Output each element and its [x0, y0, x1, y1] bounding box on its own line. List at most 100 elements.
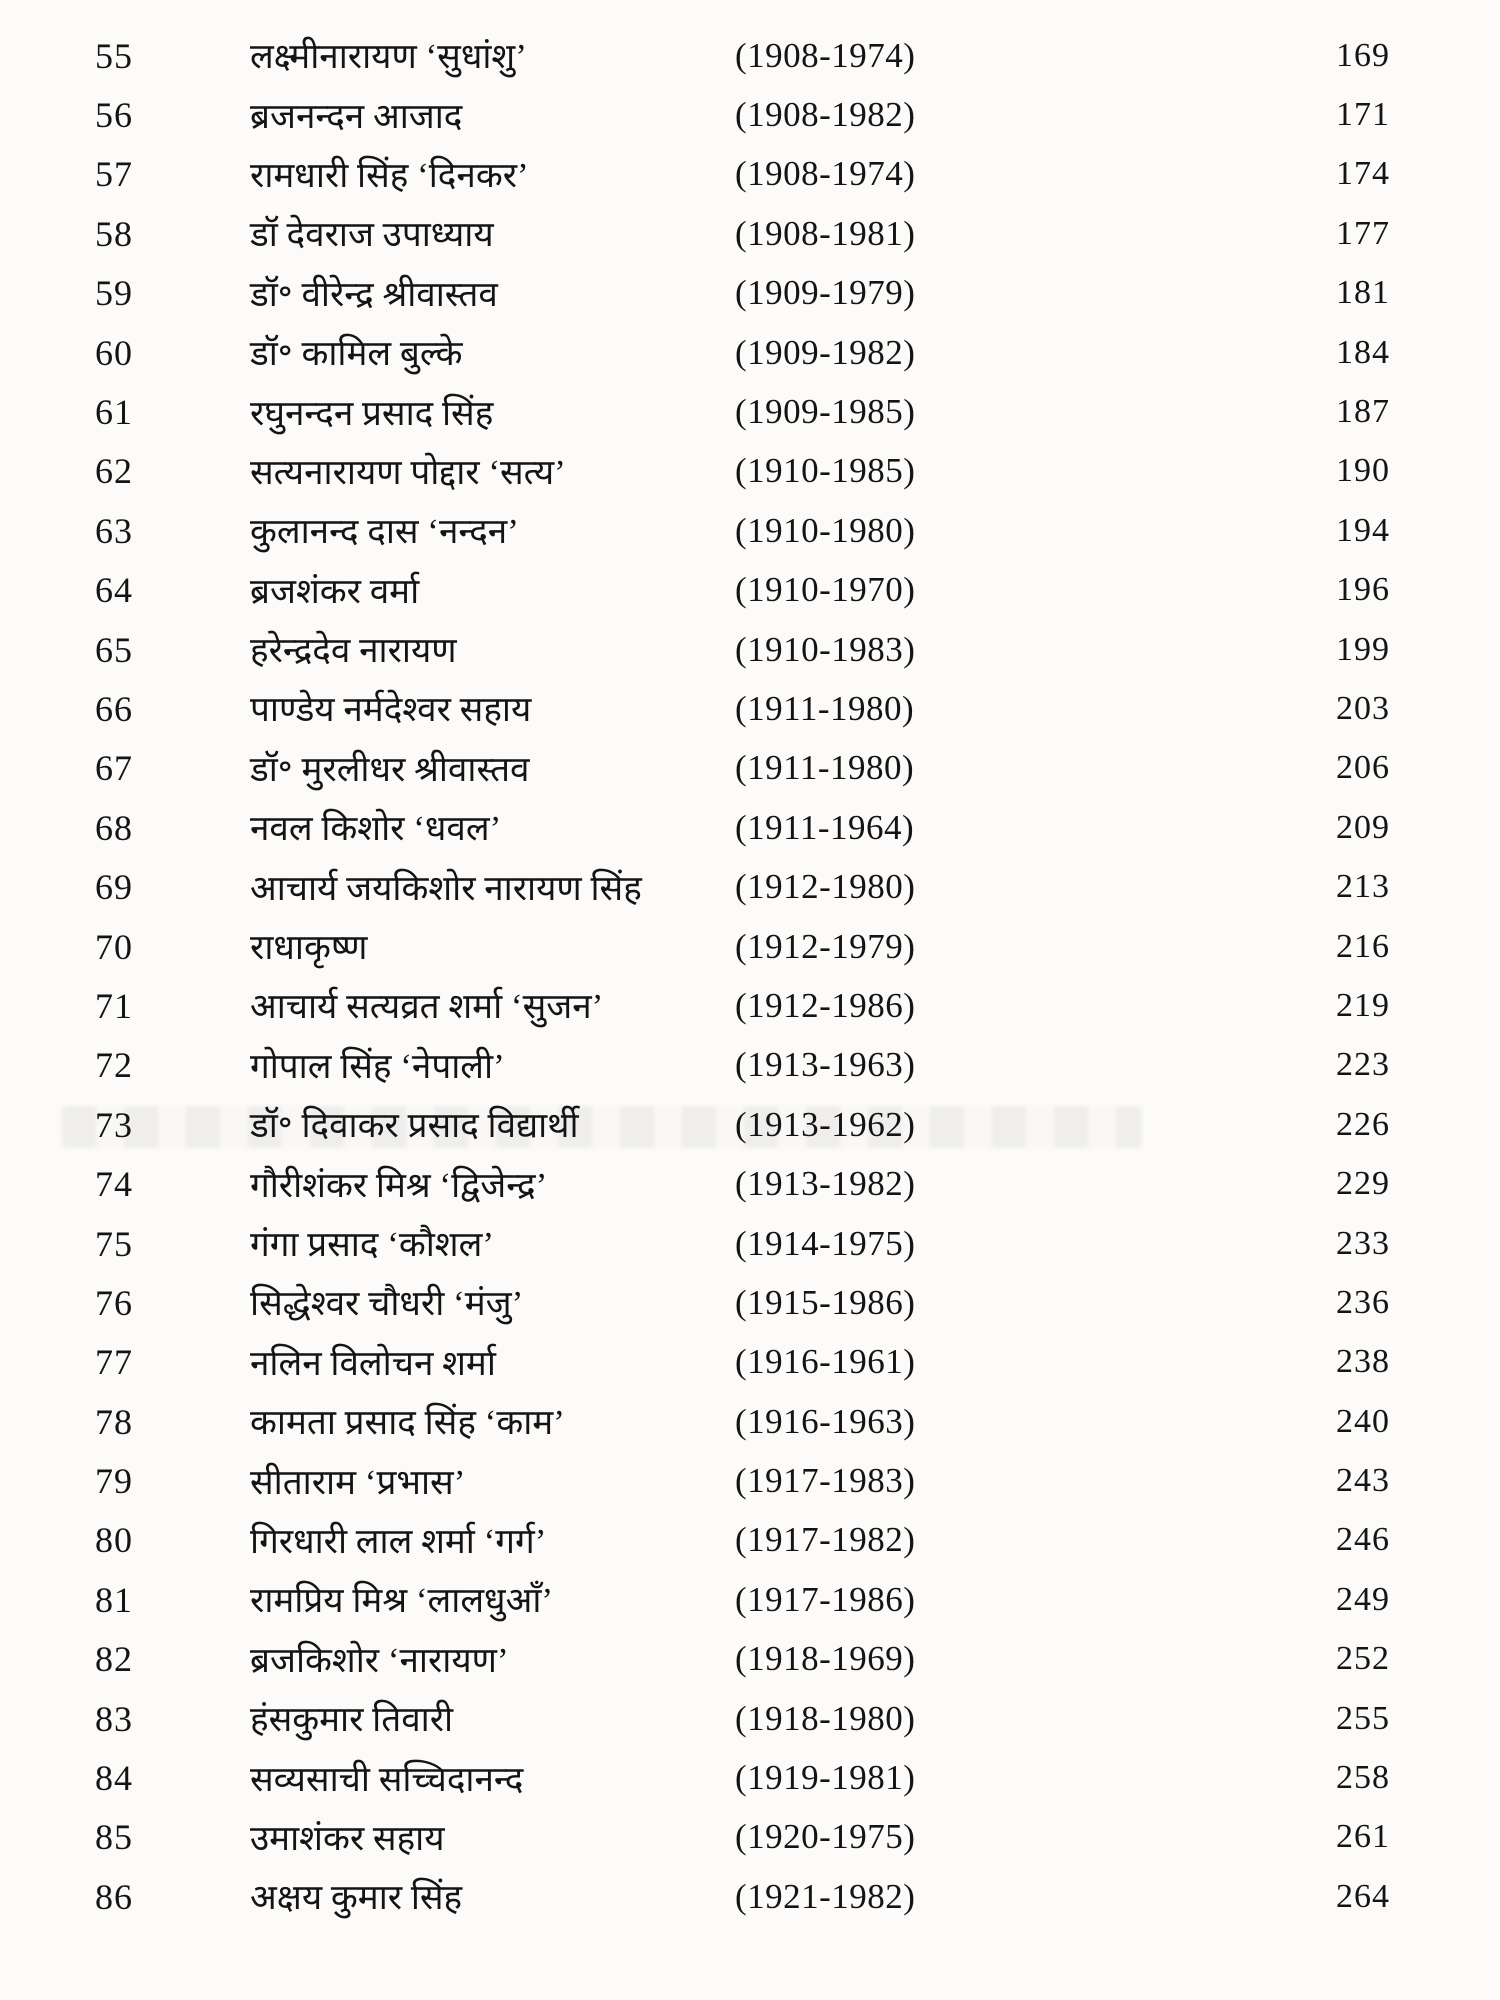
entry-number: 74: [95, 1164, 133, 1205]
entry-number: 85: [95, 1817, 133, 1858]
toc-row: 58 डॉ देवराज उपाध्याय (1908-1981) 177: [0, 204, 1500, 263]
entry-page-number: 223: [1336, 1046, 1390, 1084]
entry-lifespan: (1910-1980): [735, 510, 916, 550]
entry-page-number: 174: [1336, 155, 1390, 193]
entry-number: 56: [95, 95, 133, 136]
entry-page-number: 190: [1336, 452, 1390, 490]
toc-row: 76 सिद्धेश्वर चौधरी ‘मंजु’ (1915-1986) 2…: [0, 1273, 1500, 1332]
entry-lifespan: (1913-1962): [735, 1104, 916, 1144]
toc-row: 63 कुलानन्द दास ‘नन्दन’ (1910-1980) 194: [0, 501, 1500, 560]
entry-lifespan: (1920-1975): [735, 1817, 916, 1857]
toc-row: 60 डॉ॰ कामिल बुल्के (1909-1982) 184: [0, 323, 1500, 382]
entry-page-number: 236: [1336, 1283, 1390, 1321]
toc-row: 80 गिरधारी लाल शर्मा ‘गर्ग’ (1917-1982) …: [0, 1511, 1500, 1570]
toc-row: 62 सत्यनारायण पोद्दार ‘सत्य’ (1910-1985)…: [0, 442, 1500, 501]
entry-number: 84: [95, 1758, 133, 1799]
entry-author-name: हरेन्द्रदेव नारायण: [250, 631, 457, 671]
entry-lifespan: (1915-1986): [735, 1282, 916, 1322]
entry-number: 81: [95, 1579, 133, 1620]
entry-number: 80: [95, 1520, 133, 1561]
toc-row: 64 ब्रजशंकर वर्मा (1910-1970) 196: [0, 561, 1500, 620]
entry-author-name: रघुनन्दन प्रसाद सिंह: [250, 393, 494, 433]
toc-row: 73 डॉ॰ दिवाकर प्रसाद विद्यार्थी (1913-19…: [0, 1095, 1500, 1154]
entry-page-number: 246: [1336, 1521, 1390, 1559]
toc-row: 59 डॉ॰ वीरेन्द्र श्रीवास्तव (1909-1979) …: [0, 264, 1500, 323]
entry-page-number: 252: [1336, 1640, 1390, 1678]
entry-number: 59: [95, 273, 133, 314]
entry-page-number: 243: [1336, 1462, 1390, 1500]
entry-author-name: ब्रजनन्दन आजाद: [250, 96, 463, 136]
entry-lifespan: (1911-1980): [735, 748, 915, 788]
entry-number: 73: [95, 1104, 133, 1145]
entry-page-number: 216: [1336, 927, 1390, 965]
entry-lifespan: (1912-1979): [735, 926, 916, 966]
entry-lifespan: (1921-1982): [735, 1876, 916, 1916]
entry-number: 64: [95, 570, 133, 611]
toc-row: 78 कामता प्रसाद सिंह ‘काम’ (1916-1963) 2…: [0, 1392, 1500, 1451]
entry-page-number: 258: [1336, 1759, 1390, 1797]
entry-author-name: रामप्रिय मिश्र ‘लालधुआँ’: [250, 1581, 553, 1621]
entry-author-name: सीताराम ‘प्रभास’: [250, 1462, 466, 1502]
toc-row: 70 राधाकृष्ण (1912-1979) 216: [0, 917, 1500, 976]
entry-author-name: गंगा प्रसाद ‘कौशल’: [250, 1225, 494, 1264]
entry-lifespan: (1910-1970): [735, 570, 916, 610]
entry-page-number: 196: [1336, 571, 1390, 609]
entry-number: 78: [95, 1401, 133, 1442]
entry-lifespan: (1917-1982): [735, 1520, 916, 1560]
entry-number: 82: [95, 1639, 133, 1680]
entry-page-number: 229: [1336, 1165, 1390, 1203]
entry-author-name: ब्रजशंकर वर्मा: [250, 571, 420, 611]
entry-number: 61: [95, 392, 133, 433]
entry-page-number: 177: [1336, 214, 1390, 252]
entry-number: 75: [95, 1223, 133, 1264]
entry-author-name: डॉ॰ दिवाकर प्रसाद विद्यार्थी: [250, 1106, 579, 1146]
entry-author-name: आचार्य सत्यव्रत शर्मा ‘सुजन’: [250, 987, 604, 1027]
toc-row: 81 रामप्रिय मिश्र ‘लालधुआँ’ (1917-1986) …: [0, 1570, 1500, 1629]
entry-number: 55: [95, 35, 133, 76]
entry-page-number: 199: [1336, 630, 1390, 668]
toc-row: 86 अक्षय कुमार सिंह (1921-1982) 264: [0, 1867, 1500, 1926]
entry-author-name: कुलानन्द दास ‘नन्दन’: [250, 512, 519, 552]
entry-number: 70: [95, 926, 133, 967]
entry-number: 79: [95, 1461, 133, 1502]
entry-page-number: 169: [1336, 36, 1390, 74]
toc-row: 56 ब्रजनन्दन आजाद (1908-1982) 171: [0, 85, 1500, 144]
entry-author-name: आचार्य जयकिशोर नारायण सिंह: [250, 868, 642, 908]
entry-lifespan: (1908-1974): [735, 35, 916, 75]
toc-row: 79 सीताराम ‘प्रभास’ (1917-1983) 243: [0, 1451, 1500, 1510]
toc-row: 61 रघुनन्दन प्रसाद सिंह (1909-1985) 187: [0, 382, 1500, 441]
entry-lifespan: (1913-1963): [735, 1045, 916, 1085]
entry-page-number: 209: [1336, 808, 1390, 846]
entry-number: 83: [95, 1698, 133, 1739]
entry-author-name: पाण्डेय नर्मदेश्वर सहाय: [250, 690, 532, 730]
entry-page-number: 255: [1336, 1699, 1390, 1737]
entry-number: 57: [95, 154, 133, 195]
entry-page-number: 261: [1336, 1818, 1390, 1856]
entry-lifespan: (1916-1961): [735, 1342, 916, 1382]
entry-lifespan: (1917-1986): [735, 1579, 916, 1619]
entry-number: 66: [95, 688, 133, 729]
entry-page-number: 187: [1336, 393, 1390, 431]
entry-lifespan: (1912-1980): [735, 867, 916, 907]
entry-lifespan: (1909-1979): [735, 273, 916, 313]
toc-row: 82 ब्रजकिशोर ‘नारायण’ (1918-1969) 252: [0, 1630, 1500, 1689]
entry-author-name: डॉ॰ कामिल बुल्के: [250, 334, 463, 374]
entry-page-number: 226: [1336, 1105, 1390, 1143]
entry-author-name: उमाशंकर सहाय: [250, 1818, 445, 1858]
entry-lifespan: (1916-1963): [735, 1401, 916, 1441]
toc-row: 83 हंसकुमार तिवारी (1918-1980) 255: [0, 1689, 1500, 1748]
entry-page-number: 181: [1336, 274, 1390, 312]
entry-author-name: अक्षय कुमार सिंह: [250, 1878, 463, 1918]
toc-row: 66 पाण्डेय नर्मदेश्वर सहाय (1911-1980) 2…: [0, 679, 1500, 738]
entry-author-name: कामता प्रसाद सिंह ‘काम’: [250, 1403, 565, 1443]
entry-author-name: गौरीशंकर मिश्र ‘द्विजेन्द्र’: [250, 1165, 548, 1205]
entry-author-name: राधाकृष्ण: [250, 928, 368, 968]
toc-row: 84 सव्यसाची सच्चिदानन्द (1919-1981) 258: [0, 1748, 1500, 1807]
toc-row: 68 नवल किशोर ‘धवल’ (1911-1964) 209: [0, 798, 1500, 857]
entry-author-name: नलिन विलोचन शर्मा: [250, 1343, 496, 1383]
toc-row: 77 नलिन विलोचन शर्मा (1916-1961) 238: [0, 1333, 1500, 1392]
toc-row: 57 रामधारी सिंह ‘दिनकर’ (1908-1974) 174: [0, 145, 1500, 204]
entry-lifespan: (1908-1981): [735, 213, 916, 253]
entry-author-name: डॉ॰ मुरलीधर श्रीवास्तव: [250, 749, 530, 789]
entry-lifespan: (1910-1983): [735, 629, 916, 669]
